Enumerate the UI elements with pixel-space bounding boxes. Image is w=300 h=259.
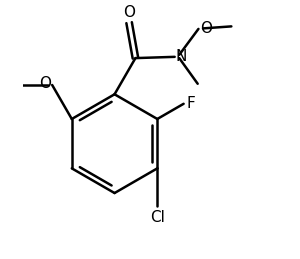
Text: O: O [123,5,135,20]
Text: O: O [200,21,212,36]
Text: F: F [187,96,195,111]
Text: N: N [176,49,187,64]
Text: O: O [39,76,51,91]
Text: Cl: Cl [150,210,165,225]
